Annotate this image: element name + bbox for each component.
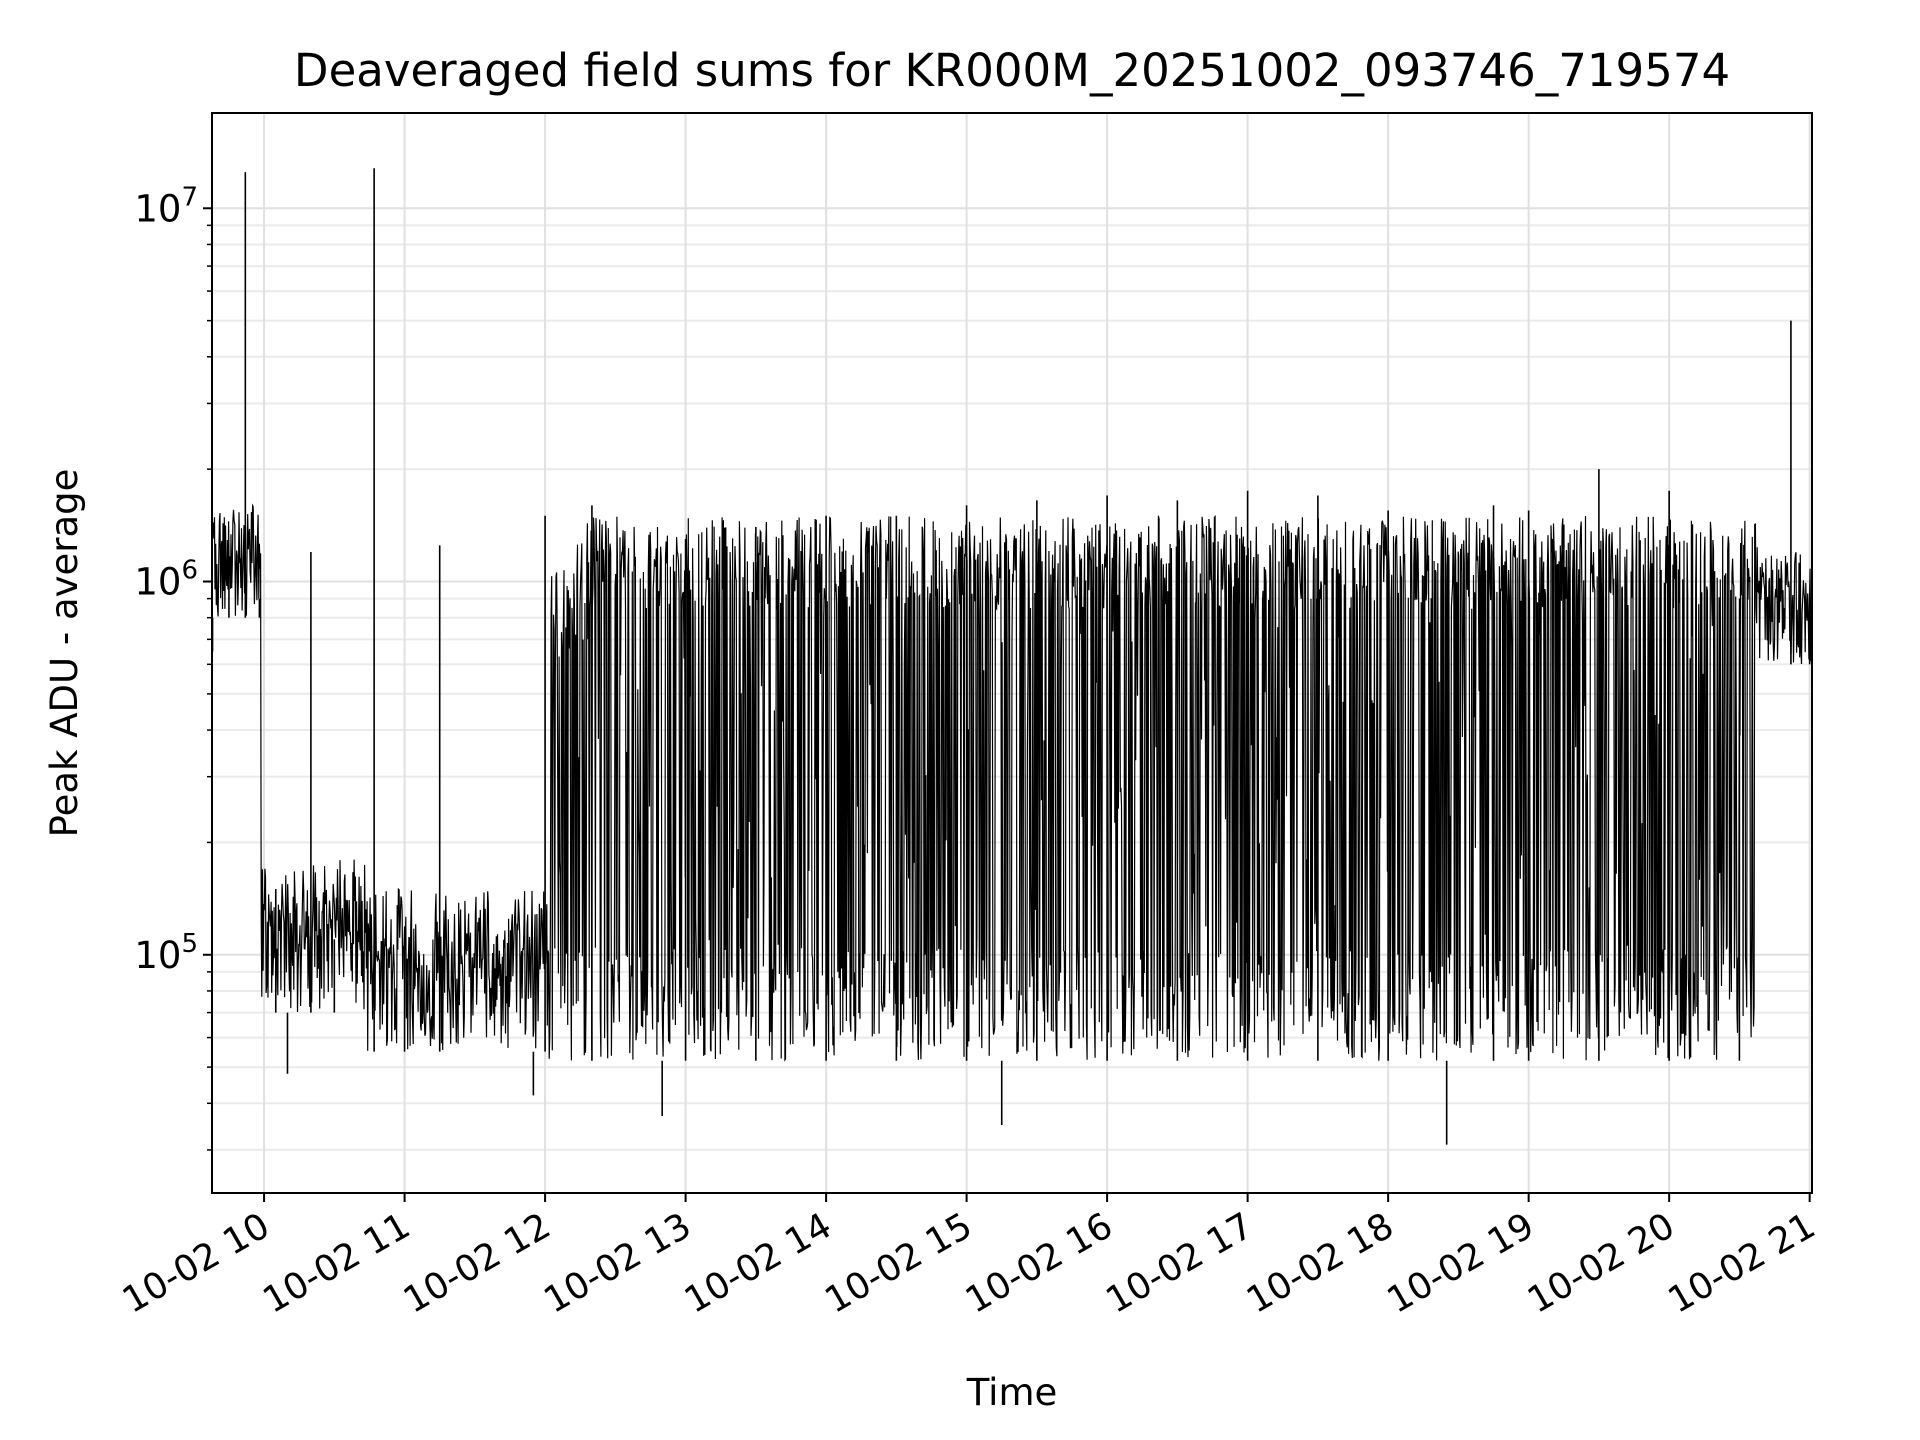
series-trace — [211, 503, 1813, 1062]
y-tick-label: 107 — [134, 182, 198, 230]
plot-frame — [211, 112, 1813, 1194]
x-axis-label: Time — [966, 1371, 1058, 1414]
y-axis-label: Peak ADU - average — [43, 469, 86, 838]
chart-title: Deaveraged field sums for KR000M_2025100… — [294, 44, 1730, 97]
y-tick-label: 106 — [134, 556, 198, 604]
data-marks — [211, 168, 1811, 1145]
data-trace — [211, 503, 1813, 1062]
y-tick-label: 105 — [134, 929, 198, 977]
